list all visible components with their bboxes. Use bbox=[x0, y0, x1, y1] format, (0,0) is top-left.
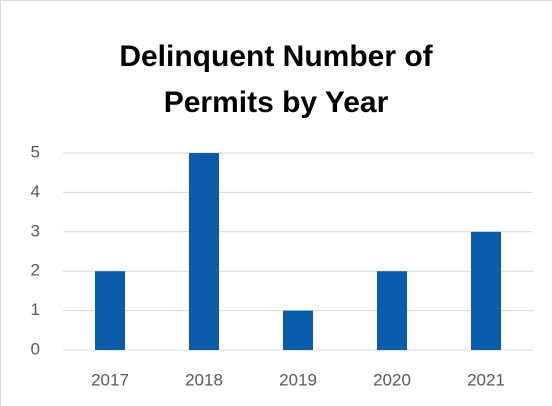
x-tick-label: 2020 bbox=[373, 370, 411, 389]
chart-title: Delinquent Number of Permits by Year bbox=[119, 40, 433, 119]
y-tick-label: 5 bbox=[31, 142, 40, 161]
bar bbox=[471, 231, 501, 350]
x-tick-label: 2021 bbox=[467, 370, 505, 389]
y-tick-label: 2 bbox=[31, 261, 40, 280]
bar bbox=[377, 271, 407, 350]
y-tick-label: 3 bbox=[31, 221, 40, 240]
bar bbox=[189, 153, 219, 350]
y-tick-label: 4 bbox=[31, 182, 40, 201]
y-tick-label: 0 bbox=[31, 339, 40, 358]
x-tick-label: 2019 bbox=[279, 370, 317, 389]
x-tick-label: 2018 bbox=[185, 370, 223, 389]
x-tick-label: 2017 bbox=[91, 370, 129, 389]
bar bbox=[95, 271, 125, 350]
bar bbox=[283, 310, 313, 350]
y-tick-label: 1 bbox=[31, 300, 40, 319]
